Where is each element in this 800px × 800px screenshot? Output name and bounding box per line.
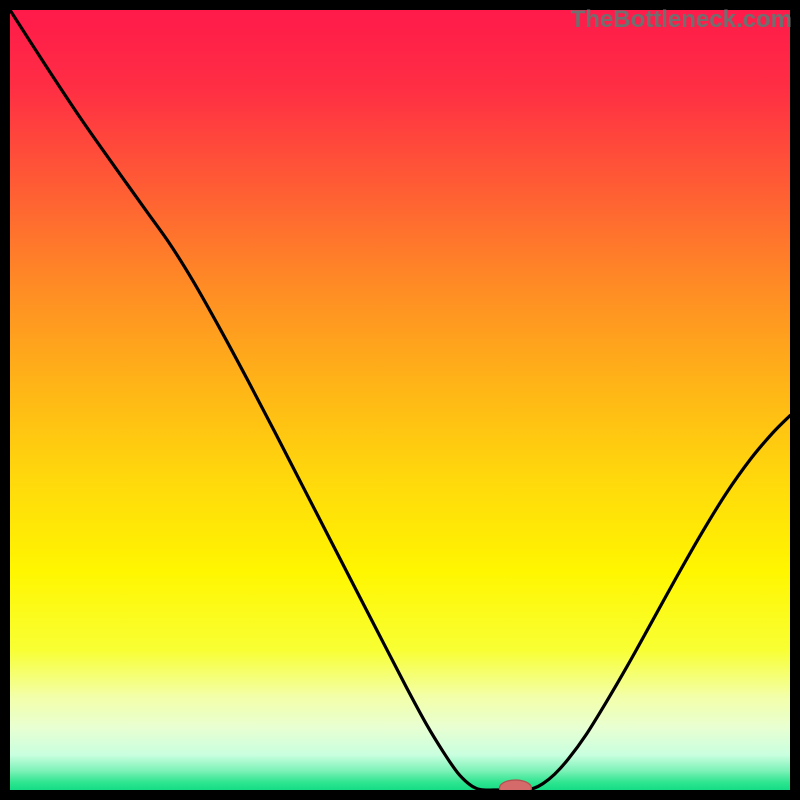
chart-overlay-svg <box>10 10 790 790</box>
plot-area <box>10 10 790 790</box>
watermark-text: TheBottleneck.com <box>571 6 792 34</box>
optimal-marker <box>499 780 531 790</box>
chart-stage: TheBottleneck.com <box>0 0 800 800</box>
bottleneck-curve <box>10 10 790 790</box>
